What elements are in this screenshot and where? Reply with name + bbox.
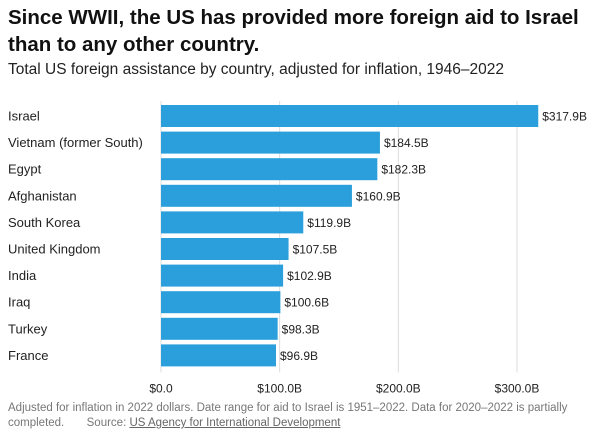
- value-label: $160.9B: [356, 189, 401, 203]
- footnote-text: Adjusted for inflation in 2022 dollars. …: [8, 402, 568, 429]
- bar: [161, 105, 539, 127]
- footnote: Adjusted for inflation in 2022 dollars. …: [8, 401, 588, 431]
- category-label: Afghanistan: [8, 188, 77, 203]
- x-tick-label: $100.0B: [257, 381, 302, 395]
- chart-subtitle: Total US foreign assistance by country, …: [8, 61, 505, 78]
- value-label: $107.5B: [293, 243, 338, 257]
- value-label: $184.5B: [384, 136, 429, 150]
- value-label: $96.9B: [280, 349, 318, 363]
- chart-title: Since WWII, the US has provided more for…: [8, 6, 579, 56]
- bar: [161, 344, 276, 367]
- x-tick-label: $300.0B: [495, 381, 540, 395]
- bar-chart: $0.0 $100.0B $200.0B $300.0B Israel $317.9B Vi…: [8, 101, 587, 395]
- category-label: France: [8, 348, 48, 363]
- category-label: South Korea: [8, 215, 81, 230]
- category-label: India: [8, 268, 37, 283]
- value-label: $119.9B: [307, 216, 351, 230]
- category-label: Turkey: [8, 321, 48, 336]
- x-tick-label: $200.0B: [376, 381, 421, 395]
- value-label: $317.9B: [542, 110, 587, 124]
- bar: [161, 264, 284, 287]
- value-label: $100.6B: [284, 296, 329, 310]
- category-label: Vietnam (former South): [8, 135, 143, 150]
- bar: [161, 131, 380, 154]
- bar: [161, 184, 352, 207]
- x-tick-label: $0.0: [149, 381, 173, 395]
- category-label: Israel: [8, 109, 40, 124]
- value-label: $98.3B: [282, 322, 320, 336]
- bar: [161, 317, 278, 340]
- value-label: $182.3B: [381, 163, 426, 177]
- bar: [161, 238, 289, 260]
- bar: [161, 291, 281, 314]
- value-label: $102.9B: [287, 269, 332, 283]
- bar: [161, 158, 378, 181]
- category-label: Iraq: [8, 295, 30, 310]
- category-label: United Kingdom: [8, 242, 101, 257]
- bar: [161, 211, 304, 234]
- source-link[interactable]: US Agency for International Development: [129, 417, 341, 429]
- category-label: Egypt: [8, 162, 42, 177]
- source-prefix: Source:: [86, 417, 130, 429]
